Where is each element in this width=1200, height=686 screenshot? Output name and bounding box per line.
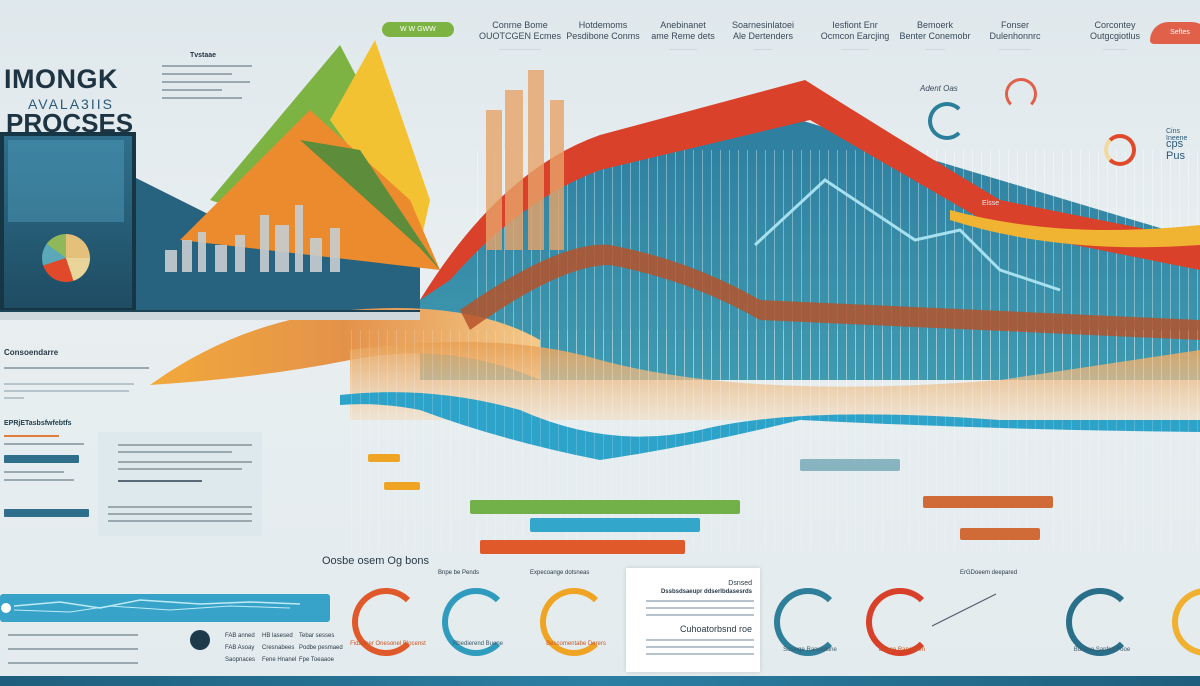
ring-chart-icon — [352, 588, 420, 656]
header-right-badge: Seftes — [1150, 22, 1200, 44]
doc-card-heading: Dsnsed — [728, 580, 752, 587]
laptop-base — [0, 310, 420, 320]
ring-caption: Rbedierend Buene — [452, 641, 504, 647]
header-item: Anebinanet ame Reme dets ·············· — [651, 20, 715, 53]
timeline-bar-green — [470, 500, 740, 514]
side-label-mid1: Cins Ineene — [1166, 128, 1188, 142]
header-item: Hotdemoms Pesdibone Conms — [566, 20, 640, 41]
laptop-screen — [0, 132, 136, 312]
bottom-section-title: Oosbe osem Og bons — [322, 555, 430, 567]
timeline-bar-teal — [800, 459, 900, 471]
header-item: Conrne Bome OUOTCGEN Ecmes ···············… — [478, 20, 561, 53]
ring-chart-icon — [866, 588, 934, 656]
timeline-notes — [8, 634, 138, 664]
top-notes-label: Tvstaae — [190, 52, 217, 59]
gauge-icon — [1104, 134, 1136, 166]
side-label-top: Adent Oas — [920, 84, 958, 93]
ring-label: Bnpe be Pends — [438, 570, 480, 576]
legend-grid: FAB anned HB lasesed Tebar sesses FAB Asoa… — [225, 633, 343, 663]
ring-chart-icon — [540, 588, 608, 656]
doc-card: Dsnsed Dssbsdsaeupr ddserlbdasesrds Cuho… — [626, 568, 760, 672]
ring-caption: Ehoge Rancomm — [878, 647, 926, 653]
chart-label: Elsse — [982, 200, 1000, 207]
laptop-data-panel — [8, 140, 124, 222]
gauge-icon — [1005, 78, 1037, 110]
gauge-icon — [928, 102, 966, 140]
left-section-1: Consoendarre — [4, 348, 174, 399]
ring-caption: Fidaeber Onesonel Blocenst — [350, 641, 426, 647]
ring-label: Expecoange dotsneas — [530, 570, 590, 576]
left-section-1-title: Consoendarre — [4, 348, 59, 357]
header-item: Iesfiont Enr Ocmcon Earcjing ·············… — [820, 20, 890, 53]
ring-chart-icon — [442, 588, 510, 656]
ring-label: ErGDoeem deepared — [960, 570, 1018, 576]
side-label-mid2: cps Pus — [1166, 138, 1185, 162]
connector-arrow — [931, 593, 997, 627]
header-item: Fonser Dulenhonnrc ················ — [989, 20, 1041, 53]
poster-title-line1: IMONGK — [4, 64, 118, 94]
ring-chart-icon — [774, 588, 842, 656]
footer-band — [0, 676, 1200, 686]
timeline-bar-orange — [960, 528, 1040, 540]
header-badge: W W GWW — [382, 22, 454, 37]
pie-chart-icon — [42, 234, 90, 282]
timeline-bar-blue — [530, 518, 700, 532]
ring-caption: Sosinge Rancentine — [783, 647, 837, 653]
header-item: Bemoerk Benter Conemobr ·········· — [899, 20, 971, 53]
left-section-2-title: EPRjETasbsfwfebtfs — [4, 420, 72, 427]
doc-card-subheading: Dssbsdsaeupr ddserlbdasesrds — [660, 589, 752, 595]
header-item: Soarnesinlatoei Ale Dertenders ········· — [731, 20, 795, 53]
figure-icon — [190, 630, 210, 650]
ring-chart-icon — [1066, 588, 1134, 656]
left-section-2: EPRjETasbsfwfebtfs — [4, 420, 94, 517]
timeline-tag — [368, 454, 400, 462]
timeline-strip — [0, 594, 330, 622]
timeline-bar-red — [480, 540, 685, 554]
top-notes: Tvstaae — [150, 52, 270, 99]
ring-caption: Bescomentabe Derers — [546, 641, 606, 647]
poster-title-line2: AVALA3IIS — [28, 96, 114, 112]
header-item: Corcontey Outgcgiotlus ············ — [1089, 20, 1141, 53]
header-badge-card: W W GWW — [382, 18, 454, 37]
doc-card-section: Cuhoatorbsnd roe — [679, 624, 752, 634]
timeline-bar-orange — [923, 496, 1053, 508]
left-text-card — [98, 432, 262, 536]
ring-caption: Buense Sanfen Fooe — [1073, 647, 1131, 653]
timeline-tag — [384, 482, 420, 490]
